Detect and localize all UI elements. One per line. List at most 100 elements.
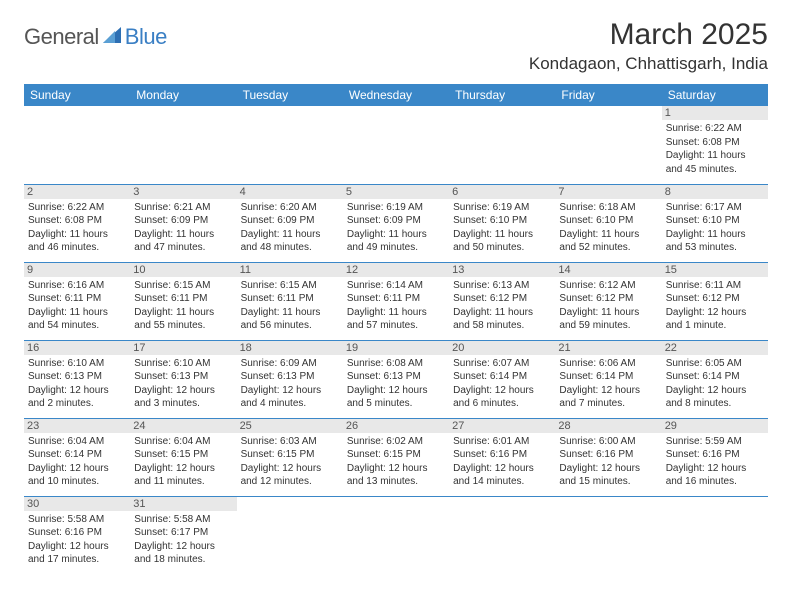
calendar-cell: 12 Sunrise: 6:14 AMSunset: 6:11 PMDayligh… — [343, 262, 449, 340]
day-details: Sunrise: 6:19 AMSunset: 6:09 PMDaylight:… — [347, 201, 445, 255]
day-details: Sunrise: 6:14 AMSunset: 6:11 PMDaylight:… — [347, 279, 445, 333]
day-header: Tuesday — [237, 84, 343, 106]
day-header: Monday — [130, 84, 236, 106]
day-details: Sunrise: 6:11 AMSunset: 6:12 PMDaylight:… — [666, 279, 764, 333]
day-details: Sunrise: 6:09 AMSunset: 6:13 PMDaylight:… — [241, 357, 339, 411]
day-details: Sunrise: 6:22 AMSunset: 6:08 PMDaylight:… — [666, 122, 764, 176]
day-details: Sunrise: 6:13 AMSunset: 6:12 PMDaylight:… — [453, 279, 551, 333]
calendar-cell — [343, 106, 449, 184]
day-number: 1 — [662, 106, 768, 120]
calendar-cell: 7Sunrise: 6:18 AMSunset: 6:10 PMDaylight… — [555, 184, 661, 262]
calendar-cell — [130, 106, 236, 184]
calendar-cell — [237, 106, 343, 184]
day-details: Sunrise: 6:03 AMSunset: 6:15 PMDaylight:… — [241, 435, 339, 489]
calendar-cell: 3 Sunrise: 6:21 AMSunset: 6:09 PMDaylight… — [130, 184, 236, 262]
logo: General Blue — [24, 24, 167, 50]
day-number: 16 — [24, 341, 130, 355]
day-number: 3 — [130, 185, 236, 199]
day-number: 9 — [24, 263, 130, 277]
day-number: 4 — [237, 185, 343, 199]
calendar-cell: 30 Sunrise: 5:58 AMSunset: 6:16 PMDayligh… — [24, 496, 130, 574]
day-details: Sunrise: 6:21 AMSunset: 6:09 PMDaylight:… — [134, 201, 232, 255]
day-details: Sunrise: 6:12 AMSunset: 6:12 PMDaylight:… — [559, 279, 657, 333]
day-number: 2 — [24, 185, 130, 199]
day-details: Sunrise: 5:59 AMSunset: 6:16 PMDaylight:… — [666, 435, 764, 489]
day-number: 23 — [24, 419, 130, 433]
calendar-cell — [343, 496, 449, 574]
day-details: Sunrise: 5:58 AMSunset: 6:17 PMDaylight:… — [134, 513, 232, 567]
day-details: Sunrise: 6:00 AMSunset: 6:16 PMDaylight:… — [559, 435, 657, 489]
day-details: Sunrise: 6:15 AMSunset: 6:11 PMDaylight:… — [134, 279, 232, 333]
calendar-cell: 29 Sunrise: 5:59 AMSunset: 6:16 PMDayligh… — [662, 418, 768, 496]
day-details: Sunrise: 5:58 AMSunset: 6:16 PMDaylight:… — [28, 513, 126, 567]
day-number: 12 — [343, 263, 449, 277]
calendar-cell — [662, 496, 768, 574]
day-details: Sunrise: 6:04 AMSunset: 6:14 PMDaylight:… — [28, 435, 126, 489]
location: Kondagaon, Chhattisgarh, India — [529, 54, 768, 74]
calendar-cell — [555, 496, 661, 574]
day-details: Sunrise: 6:16 AMSunset: 6:11 PMDaylight:… — [28, 279, 126, 333]
calendar-table: SundayMondayTuesdayWednesdayThursdayFrid… — [24, 84, 768, 574]
calendar-cell: 10 Sunrise: 6:15 AMSunset: 6:11 PMDayligh… — [130, 262, 236, 340]
calendar-cell: 31 Sunrise: 5:58 AMSunset: 6:17 PMDayligh… — [130, 496, 236, 574]
calendar-cell: 11 Sunrise: 6:15 AMSunset: 6:11 PMDayligh… — [237, 262, 343, 340]
day-details: Sunrise: 6:20 AMSunset: 6:09 PMDaylight:… — [241, 201, 339, 255]
month-title: March 2025 — [529, 18, 768, 52]
day-number: 10 — [130, 263, 236, 277]
day-number: 30 — [24, 497, 130, 511]
day-details: Sunrise: 6:02 AMSunset: 6:15 PMDaylight:… — [347, 435, 445, 489]
day-number: 8 — [662, 185, 768, 199]
calendar-cell: 14 Sunrise: 6:12 AMSunset: 6:12 PMDayligh… — [555, 262, 661, 340]
calendar-cell: 4 Sunrise: 6:20 AMSunset: 6:09 PMDaylight… — [237, 184, 343, 262]
day-number: 31 — [130, 497, 236, 511]
calendar-cell: 22Sunrise: 6:05 AMSunset: 6:14 PMDayligh… — [662, 340, 768, 418]
day-details: Sunrise: 6:07 AMSunset: 6:14 PMDaylight:… — [453, 357, 551, 411]
calendar-cell: 13 Sunrise: 6:13 AMSunset: 6:12 PMDayligh… — [449, 262, 555, 340]
calendar-cell: 20 Sunrise: 6:07 AMSunset: 6:14 PMDayligh… — [449, 340, 555, 418]
calendar-cell: 18 Sunrise: 6:09 AMSunset: 6:13 PMDayligh… — [237, 340, 343, 418]
day-number: 14 — [555, 263, 661, 277]
day-details: Sunrise: 6:10 AMSunset: 6:13 PMDaylight:… — [28, 357, 126, 411]
calendar-cell: 9 Sunrise: 6:16 AMSunset: 6:11 PMDaylight… — [24, 262, 130, 340]
calendar-cell: 16 Sunrise: 6:10 AMSunset: 6:13 PMDayligh… — [24, 340, 130, 418]
calendar-cell: 25 Sunrise: 6:03 AMSunset: 6:15 PMDayligh… — [237, 418, 343, 496]
calendar-cell: 24Sunrise: 6:04 AMSunset: 6:15 PMDayligh… — [130, 418, 236, 496]
calendar-cell: 21 Sunrise: 6:06 AMSunset: 6:14 PMDayligh… — [555, 340, 661, 418]
day-number: 21 — [555, 341, 661, 355]
day-number: 25 — [237, 419, 343, 433]
calendar-cell — [449, 106, 555, 184]
day-header: Wednesday — [343, 84, 449, 106]
day-number: 19 — [343, 341, 449, 355]
day-details: Sunrise: 6:18 AMSunset: 6:10 PMDaylight:… — [559, 201, 657, 255]
day-number: 13 — [449, 263, 555, 277]
day-details: Sunrise: 6:01 AMSunset: 6:16 PMDaylight:… — [453, 435, 551, 489]
day-number: 15 — [662, 263, 768, 277]
calendar-cell: 27Sunrise: 6:01 AMSunset: 6:16 PMDayligh… — [449, 418, 555, 496]
day-header: Friday — [555, 84, 661, 106]
day-header: Sunday — [24, 84, 130, 106]
calendar-cell: 19Sunrise: 6:08 AMSunset: 6:13 PMDayligh… — [343, 340, 449, 418]
calendar-cell: 26 Sunrise: 6:02 AMSunset: 6:15 PMDayligh… — [343, 418, 449, 496]
day-number: 28 — [555, 419, 661, 433]
calendar-cell — [449, 496, 555, 574]
logo-text-general: General — [24, 24, 99, 50]
calendar-cell — [555, 106, 661, 184]
day-details: Sunrise: 6:04 AMSunset: 6:15 PMDaylight:… — [134, 435, 232, 489]
calendar-cell: 17Sunrise: 6:10 AMSunset: 6:13 PMDayligh… — [130, 340, 236, 418]
calendar-cell: 6Sunrise: 6:19 AMSunset: 6:10 PMDaylight… — [449, 184, 555, 262]
day-header: Thursday — [449, 84, 555, 106]
calendar-cell: 23 Sunrise: 6:04 AMSunset: 6:14 PMDayligh… — [24, 418, 130, 496]
day-details: Sunrise: 6:22 AMSunset: 6:08 PMDaylight:… — [28, 201, 126, 255]
day-number: 20 — [449, 341, 555, 355]
calendar-cell: 1 Sunrise: 6:22 AMSunset: 6:08 PMDaylight… — [662, 106, 768, 184]
day-details: Sunrise: 6:06 AMSunset: 6:14 PMDaylight:… — [559, 357, 657, 411]
day-header: Saturday — [662, 84, 768, 106]
day-number: 5 — [343, 185, 449, 199]
day-details: Sunrise: 6:15 AMSunset: 6:11 PMDaylight:… — [241, 279, 339, 333]
day-number: 11 — [237, 263, 343, 277]
day-details: Sunrise: 6:05 AMSunset: 6:14 PMDaylight:… — [666, 357, 764, 411]
calendar-cell: 15 Sunrise: 6:11 AMSunset: 6:12 PMDayligh… — [662, 262, 768, 340]
day-number: 18 — [237, 341, 343, 355]
day-number: 29 — [662, 419, 768, 433]
day-number: 26 — [343, 419, 449, 433]
